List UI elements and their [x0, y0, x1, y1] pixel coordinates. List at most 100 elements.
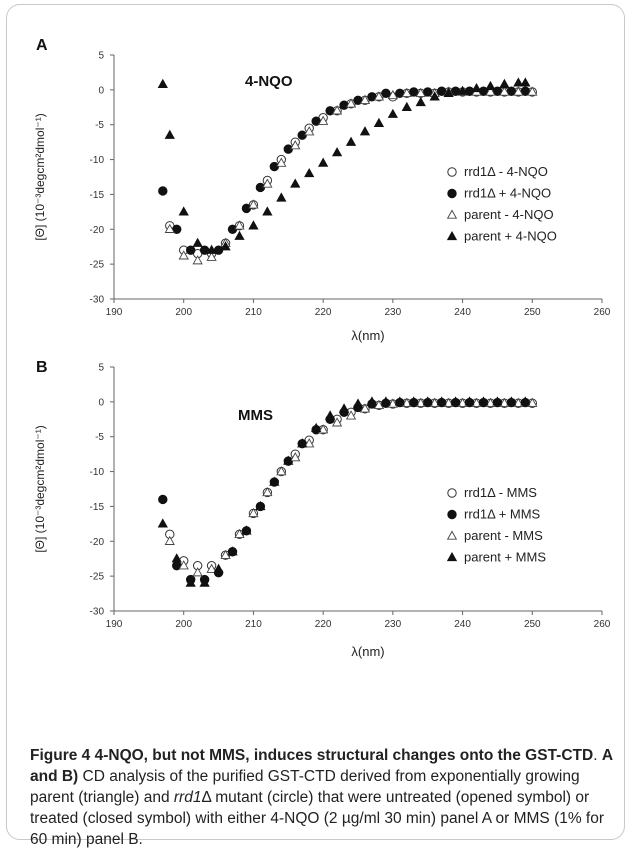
panel-b-point: [331, 417, 343, 427]
panel-a-point: [436, 86, 447, 96]
panel-b-point: [157, 518, 168, 528]
panel-a-point: [415, 87, 426, 98]
panel-a-point: [457, 85, 468, 95]
panel-b-point: [290, 452, 301, 462]
panel-a-point: [520, 86, 531, 96]
panel-a-y-tick-label: 0: [98, 85, 104, 96]
panel-a-point: [401, 101, 412, 111]
panel-a-point: [234, 220, 245, 230]
panel-b-point: [520, 396, 531, 406]
panel-a-point: [485, 80, 496, 91]
panel-b-series-3: [164, 397, 538, 577]
panel-a-point: [345, 136, 357, 146]
panel-b-point: [401, 397, 412, 407]
panel-b-point: [158, 494, 168, 505]
panel-a-series-4: [157, 77, 531, 254]
panel-b-x-tick-label: 200: [175, 619, 192, 630]
panel-a-point: [401, 87, 412, 98]
panel-b-point: [164, 535, 175, 545]
panel-a-point: [192, 237, 203, 247]
panel-a-point: [409, 87, 419, 97]
panel-a-point: [381, 88, 391, 99]
panel-b-y-tick-label: -25: [90, 572, 105, 583]
panel-a-y-tick-label: -25: [90, 260, 105, 271]
panel-b-point: [269, 476, 280, 486]
caption-gene: rrd1: [173, 789, 202, 806]
panel-b-point: [408, 396, 419, 406]
panel-b-point: [276, 466, 287, 476]
panel-b-point: [213, 563, 224, 573]
panel-a-label: A: [36, 37, 48, 54]
panel-a-point: [248, 199, 259, 209]
panel-a-point: [185, 245, 196, 255]
panel-b-point: [443, 397, 454, 407]
panel-b-point: [283, 455, 294, 465]
panel-a-point: [485, 86, 496, 96]
panel-a-point: [331, 105, 343, 115]
panel-b-x-tick-label: 250: [524, 619, 541, 630]
panel-a-point: [373, 91, 385, 101]
panel-a-point: [262, 178, 273, 188]
panel-b-point: [485, 397, 496, 407]
panel-b-point: [513, 397, 524, 407]
panel-b-point: [527, 397, 538, 407]
panel-a-point: [318, 115, 329, 125]
panel-a-point: [290, 140, 301, 150]
panel-b-legend-label: parent + MMS: [464, 550, 546, 565]
panel-a-point: [471, 82, 482, 93]
panel-a-point: [220, 241, 231, 251]
panel-b-point: [255, 500, 266, 511]
panel-a-point: [192, 255, 203, 265]
panel-b-point: [394, 396, 405, 406]
panel-a-point: [499, 78, 510, 88]
panel-b-title: MMS: [238, 407, 273, 424]
panel-a-legend-marker: [446, 209, 458, 219]
panel-b-point: [171, 553, 182, 563]
panel-a-x-tick-label: 240: [454, 307, 471, 318]
panel-a-legend-label: parent + 4-NQO: [464, 229, 557, 244]
panel-b-legend-marker: [446, 551, 458, 562]
panel-a-point: [513, 86, 524, 96]
panel-a-point: [178, 250, 189, 260]
panel-a-x-tick-label: 230: [385, 307, 402, 318]
panel-b-y-tick-label: -20: [90, 537, 105, 548]
panel-a-y-tick-label: 5: [98, 51, 104, 62]
panel-b-point: [185, 577, 196, 587]
panel-b-y-tick-label: -30: [90, 607, 105, 618]
panel-a-point: [359, 126, 371, 136]
panel-a-y-tick-label: -5: [95, 120, 104, 131]
panel-b-y-tick-label: -10: [90, 467, 105, 478]
panel-b-legend-marker: [446, 530, 458, 540]
panel-a-point: [499, 86, 510, 96]
panel-b-point: [471, 397, 482, 407]
panel-b-point: [220, 549, 231, 559]
panel-b-x-tick-label: 190: [106, 619, 123, 630]
panel-a-x-tick-label: 210: [245, 307, 262, 318]
panel-b-point: [345, 410, 357, 420]
panel-b-point: [366, 396, 378, 406]
panel-a-legend-marker: [447, 167, 457, 177]
panel-a-point: [206, 244, 217, 254]
panel-a-point: [304, 126, 315, 136]
caption-text-1: CD analysis of the purified GST-CTD deri…: [30, 768, 580, 806]
panel-b-point: [178, 560, 189, 570]
panel-b-x-tick-label: 260: [594, 619, 611, 630]
panel-a-point: [506, 86, 517, 96]
panel-b-point: [227, 546, 238, 556]
panel-b-y-tick-label: 0: [98, 397, 104, 408]
panel-a-point: [158, 186, 168, 196]
panel-b-point: [234, 528, 245, 538]
panel-b-point: [380, 396, 392, 406]
caption-panels: A and B): [30, 747, 613, 785]
panel-b-point: [499, 397, 510, 407]
panel-a-x-tick-label: 200: [175, 307, 192, 318]
panel-b-x-tick-label: 220: [315, 619, 332, 630]
panel-b-point: [199, 577, 210, 587]
panel-a-y-tick-label: -30: [90, 295, 105, 306]
panel-b-point: [429, 397, 440, 407]
caption-text-2: Δ mutant (circle) that were untreated (o…: [30, 789, 605, 848]
panel-b-y-tick-label: -15: [90, 502, 105, 513]
panel-a-point: [387, 89, 398, 100]
panel-a-point: [513, 77, 524, 87]
